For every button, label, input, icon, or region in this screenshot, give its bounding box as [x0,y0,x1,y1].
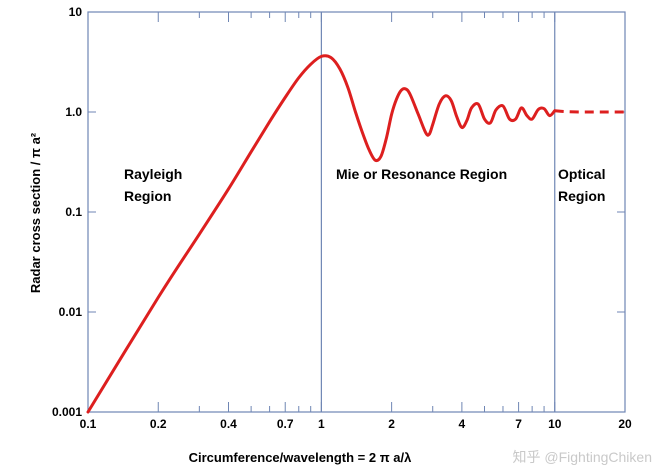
y-axis-title: Radar cross section / π a² [28,132,43,293]
region-label: Region [124,188,171,204]
x-tick-label: 1 [318,417,325,431]
axis-tick-labels: 0.1 0.2 0.4 0.7 1 2 4 7 10 20 0.001 0.01 0.1 1.0 10 [52,5,632,431]
y-tick-label: 0.01 [59,305,83,319]
x-tick-label: 2 [388,417,395,431]
x-tick-label: 0.1 [80,417,97,431]
x-tick-label: 0.4 [220,417,237,431]
data-series [86,54,625,414]
y-tick-label: 0.1 [65,205,82,219]
y-tick-label: 10 [69,5,83,19]
y-tick-label: 1.0 [65,105,82,119]
x-tick-label: 0.7 [277,417,294,431]
region-label: Rayleigh [124,166,182,182]
axis-ticks [87,11,626,413]
series-line-solid [86,54,557,414]
x-tick-label: 0.2 [150,417,167,431]
series-line-dashed [554,109,625,114]
x-tick-label: 20 [618,417,632,431]
x-tick-label: 10 [548,417,562,431]
region-label: Optical [558,166,605,182]
plot-frame [87,11,626,413]
x-axis-title: Circumference/wavelength = 2 π a/λ [189,450,413,465]
y-tick-label: 0.001 [52,405,82,419]
plot-border [87,11,626,413]
x-tick-label: 7 [515,417,522,431]
x-tick-label: 4 [459,417,466,431]
region-labels: Rayleigh Region Mie or Resonance Region Opt… [124,166,605,204]
watermark-text: 知乎 @FightingChiken [513,449,653,465]
region-label: Region [558,188,605,204]
region-dividers [320,12,556,412]
region-label: Mie or Resonance Region [336,166,507,182]
